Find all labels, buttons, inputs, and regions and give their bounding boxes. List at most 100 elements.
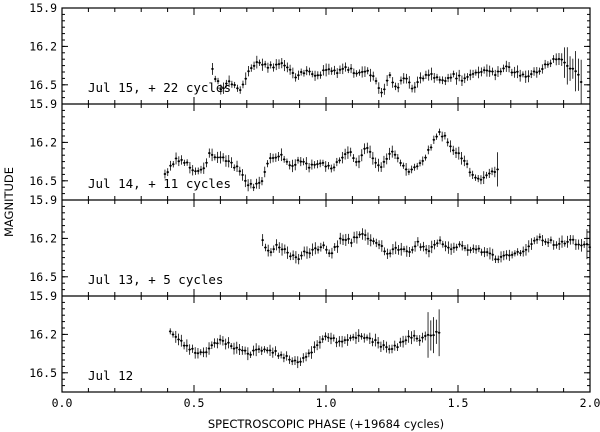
data-point <box>227 154 231 168</box>
point-dot <box>379 345 383 348</box>
point-dot <box>427 74 430 77</box>
point-dot <box>413 166 416 169</box>
data-point <box>421 332 424 343</box>
point-dot <box>474 176 477 179</box>
data-point <box>246 347 250 361</box>
point-dot <box>438 78 441 81</box>
data-point <box>207 342 211 355</box>
panel-label: Jul 13, + 5 cycles <box>88 272 223 287</box>
point-dot <box>488 70 491 73</box>
data-point <box>388 71 392 79</box>
point-dot <box>444 245 447 248</box>
data-point <box>232 342 236 355</box>
point-dot <box>313 163 316 166</box>
data-point <box>415 335 419 343</box>
data-point <box>213 338 216 348</box>
point-dot <box>449 76 452 79</box>
point-dot <box>327 336 330 339</box>
point-dot <box>482 176 485 179</box>
data-point <box>268 344 272 357</box>
point-dot <box>458 243 461 246</box>
data-point <box>372 237 375 245</box>
data-point <box>571 235 575 245</box>
data-point <box>224 338 227 350</box>
point-dot <box>426 333 430 337</box>
data-point <box>254 343 258 357</box>
point-dot <box>435 135 438 138</box>
point-dot <box>477 71 480 74</box>
point-dot <box>457 152 460 155</box>
point-dot <box>401 340 405 343</box>
point-dot <box>288 164 291 167</box>
point-dot <box>266 349 269 352</box>
point-dot <box>422 245 425 248</box>
data-point <box>211 62 214 75</box>
data-point <box>210 341 214 350</box>
data-point <box>407 168 411 176</box>
data-point <box>316 245 320 254</box>
data-point <box>361 228 364 240</box>
data-point <box>316 160 319 169</box>
data-point <box>452 242 456 253</box>
point-dot <box>588 246 591 249</box>
data-point <box>382 340 385 351</box>
data-point <box>174 330 178 343</box>
point-dot <box>402 248 406 251</box>
data-point <box>326 333 330 343</box>
point-dot <box>264 63 267 66</box>
point-dot <box>443 134 447 137</box>
point-dot <box>394 85 397 88</box>
point-dot <box>266 66 270 69</box>
point-dot <box>232 347 236 350</box>
point-dot <box>353 236 356 239</box>
data-point <box>543 59 547 69</box>
data-point <box>405 73 408 84</box>
data-point <box>446 138 450 147</box>
point-dot <box>361 232 364 236</box>
point-dot <box>352 72 355 75</box>
data-point <box>366 232 370 245</box>
point-dot <box>382 160 386 163</box>
data-point <box>363 229 367 241</box>
point-dot <box>413 86 416 89</box>
data-point <box>357 155 361 169</box>
point-dot <box>380 244 383 248</box>
data-point <box>305 66 309 76</box>
x-tick-label: 2.0 <box>580 396 600 410</box>
point-dot <box>566 240 569 243</box>
data-point <box>397 244 400 255</box>
point-dot <box>360 335 363 338</box>
data-point <box>535 66 539 78</box>
data-point <box>546 61 550 68</box>
data-point <box>427 145 430 155</box>
point-dot <box>577 73 580 76</box>
data-point <box>318 335 322 349</box>
point-dot <box>385 157 388 160</box>
data-point <box>410 84 414 93</box>
point-dot <box>377 243 381 246</box>
data-point <box>204 347 208 358</box>
point-dot <box>222 156 225 159</box>
data-point <box>177 156 181 167</box>
point-dot <box>410 168 413 171</box>
point-dot <box>261 63 264 66</box>
point-dot <box>349 150 352 154</box>
point-dot <box>333 69 336 72</box>
data-point <box>340 335 344 348</box>
point-dot <box>255 348 258 351</box>
data-point <box>382 155 386 168</box>
point-dot <box>532 70 536 73</box>
data-point <box>258 59 261 66</box>
point-dot <box>293 359 297 362</box>
data-point <box>171 160 175 168</box>
point-dot <box>541 239 544 242</box>
point-dot <box>285 160 289 163</box>
point-dot <box>505 253 508 256</box>
data-point <box>393 340 397 351</box>
data-point <box>416 76 419 88</box>
point-dot <box>246 352 249 355</box>
point-dot <box>405 250 408 253</box>
point-dot <box>321 338 324 341</box>
point-dot <box>316 344 319 347</box>
point-dot <box>338 340 341 343</box>
